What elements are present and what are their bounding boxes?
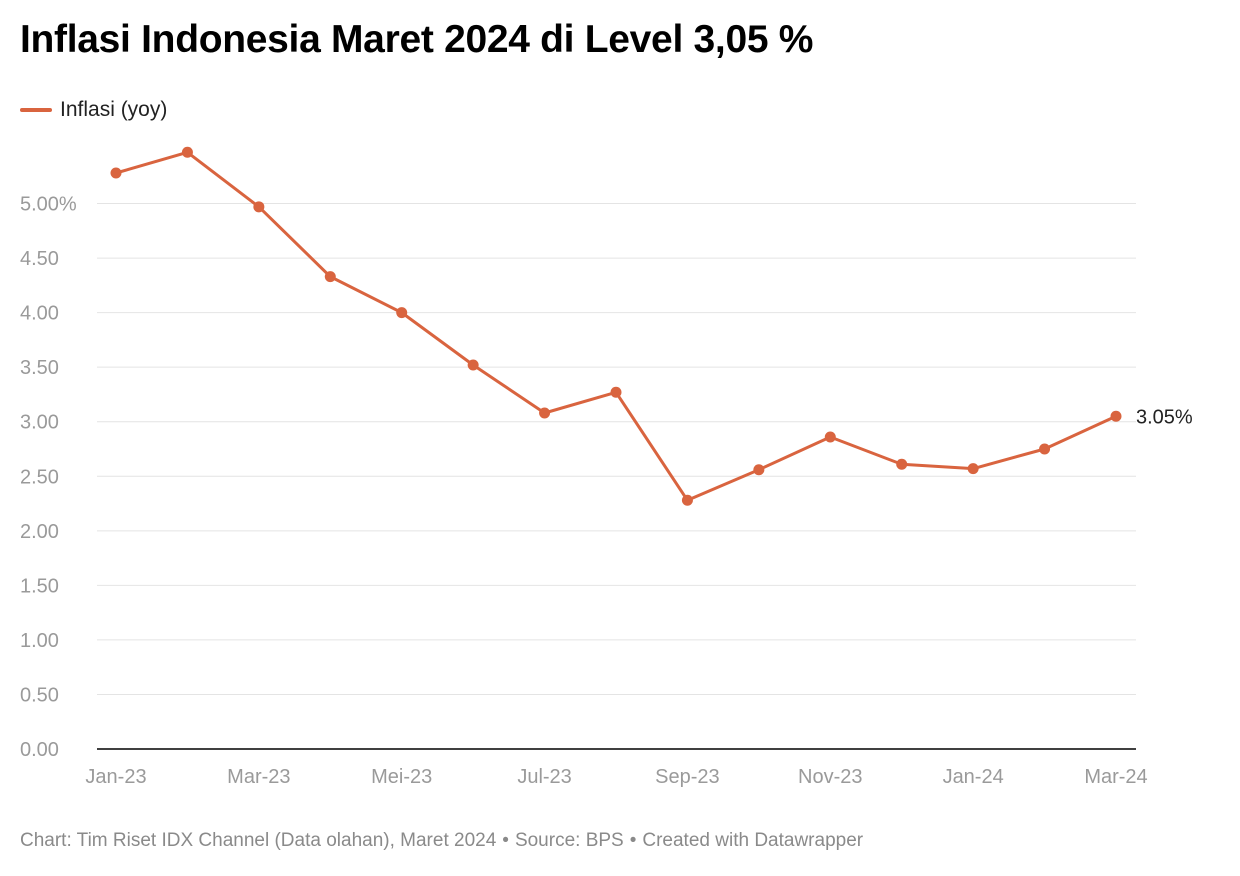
y-tick-label: 4.00 bbox=[20, 303, 59, 325]
data-point bbox=[539, 407, 551, 419]
data-point bbox=[181, 146, 193, 158]
series-line bbox=[114, 150, 1118, 502]
x-tick-label: Jul-23 bbox=[517, 766, 571, 788]
footer-separator: • bbox=[629, 830, 637, 851]
x-tick-label: Nov-23 bbox=[798, 766, 862, 788]
x-tick-label: Mar-24 bbox=[1084, 766, 1147, 788]
y-tick-label: 2.50 bbox=[20, 466, 59, 488]
data-point bbox=[896, 458, 908, 470]
x-tick-label: Jan-24 bbox=[943, 766, 1004, 788]
series-inflasi bbox=[110, 146, 1122, 506]
created-with-note: Created with Datawrapper bbox=[642, 830, 864, 851]
data-point bbox=[824, 431, 836, 443]
chart-title: Inflasi Indonesia Maret 2024 di Level 3,… bbox=[20, 18, 814, 61]
data-point bbox=[610, 386, 622, 398]
data-point bbox=[753, 464, 765, 476]
x-tick-label: Mar-23 bbox=[227, 766, 290, 788]
x-tick-label: Jan-23 bbox=[85, 766, 146, 788]
y-tick-label: 4.50 bbox=[20, 248, 59, 270]
source-note: Source: BPS bbox=[514, 830, 624, 851]
data-point bbox=[967, 463, 979, 475]
data-point bbox=[253, 201, 265, 213]
y-tick-label: 2.00 bbox=[20, 521, 59, 543]
data-point bbox=[1110, 410, 1122, 422]
y-tick-label: 3.00 bbox=[20, 412, 59, 434]
x-tick-label: Mei-23 bbox=[371, 766, 432, 788]
y-tick-label: 0.50 bbox=[20, 684, 59, 706]
chart-footer: Chart: Tim Riset IDX Channel (Data olaha… bbox=[20, 830, 863, 852]
y-tick-label: 1.00 bbox=[20, 630, 59, 652]
end-value-label: 3.05% bbox=[1136, 406, 1193, 428]
data-point bbox=[681, 494, 693, 506]
y-tick-label: 0.00 bbox=[20, 739, 59, 761]
data-point bbox=[1039, 443, 1051, 455]
legend-swatch bbox=[20, 108, 52, 112]
y-axis-tick-labels: 0.00 0.50 1.00 1.50 2.00 2.50 3.00 3.50 4.00 4.50… bbox=[20, 194, 77, 761]
data-point bbox=[396, 307, 408, 319]
y-tick-label: 3.50 bbox=[20, 357, 59, 379]
legend: Inflasi (yoy) bbox=[20, 96, 167, 124]
footer-separator: • bbox=[502, 830, 509, 851]
x-tick-label: Sep-23 bbox=[655, 766, 720, 788]
legend-label: Inflasi (yoy) bbox=[60, 98, 168, 121]
data-point bbox=[467, 359, 479, 371]
x-axis-tick-labels: Jan-23 Mar-23 Mei-23 Jul-23 Sep-23 Nov-23 Jan-… bbox=[85, 766, 1147, 788]
data-point bbox=[324, 271, 336, 283]
y-tick-label: 5.00% bbox=[20, 194, 77, 216]
y-tick-label: 1.50 bbox=[20, 575, 59, 597]
data-labels: 3.05% bbox=[1136, 406, 1193, 428]
chart-credit: Chart: Tim Riset IDX Channel (Data olaha… bbox=[20, 830, 497, 851]
gridlines bbox=[97, 203, 1136, 750]
data-point bbox=[110, 167, 122, 179]
